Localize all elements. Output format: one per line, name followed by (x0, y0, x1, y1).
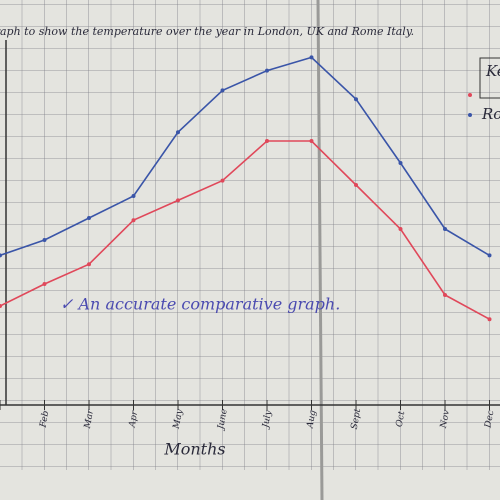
data-point (443, 227, 447, 231)
x-tick-label: July (261, 409, 274, 431)
legend-marker (468, 93, 472, 97)
data-point (131, 194, 136, 198)
series-line (0, 56, 490, 257)
data-point (265, 68, 269, 73)
legend-label: Ro (481, 105, 500, 123)
data-point (309, 55, 314, 60)
data-point (220, 178, 225, 183)
chart-title: Graph to show the temperature over the y… (0, 25, 414, 38)
x-axis-label: Months (163, 440, 225, 459)
page-fold (316, 0, 324, 500)
legend-title: Ke (485, 62, 500, 80)
x-tick-label: Mar (83, 408, 96, 430)
data-point (42, 282, 47, 286)
data-point (398, 227, 403, 231)
data-point (87, 216, 91, 220)
x-tick-label: Dec (483, 410, 496, 430)
data-point (354, 97, 358, 102)
data-point (487, 253, 492, 258)
data-point (87, 262, 91, 267)
x-tick-label: Nov (439, 409, 452, 430)
data-point (443, 293, 447, 297)
data-point (131, 218, 136, 223)
data-point (176, 198, 180, 203)
data-point (42, 238, 47, 242)
data-point (309, 139, 314, 143)
x-tick-label: Apr (127, 409, 140, 429)
x-tick-label: Feb (38, 410, 51, 430)
x-tick-label: Aug (305, 409, 318, 430)
x-tick-label: May (172, 408, 186, 431)
legend-box (479, 57, 500, 99)
data-point (220, 88, 225, 93)
data-point (265, 139, 269, 143)
x-tick-label: June (216, 408, 230, 432)
data-point (0, 304, 2, 308)
data-point (487, 317, 492, 322)
data-point (398, 161, 403, 165)
data-point (0, 253, 2, 258)
grid-paper (0, 0, 500, 470)
x-tick-label: Oct (395, 410, 408, 428)
data-point (176, 130, 180, 135)
series-line (0, 140, 490, 320)
legend-marker (468, 113, 472, 117)
x-tick-label: Sept (350, 408, 364, 431)
data-point (354, 183, 358, 187)
annotation: ✓ An accurate comparative graph. (60, 295, 340, 314)
